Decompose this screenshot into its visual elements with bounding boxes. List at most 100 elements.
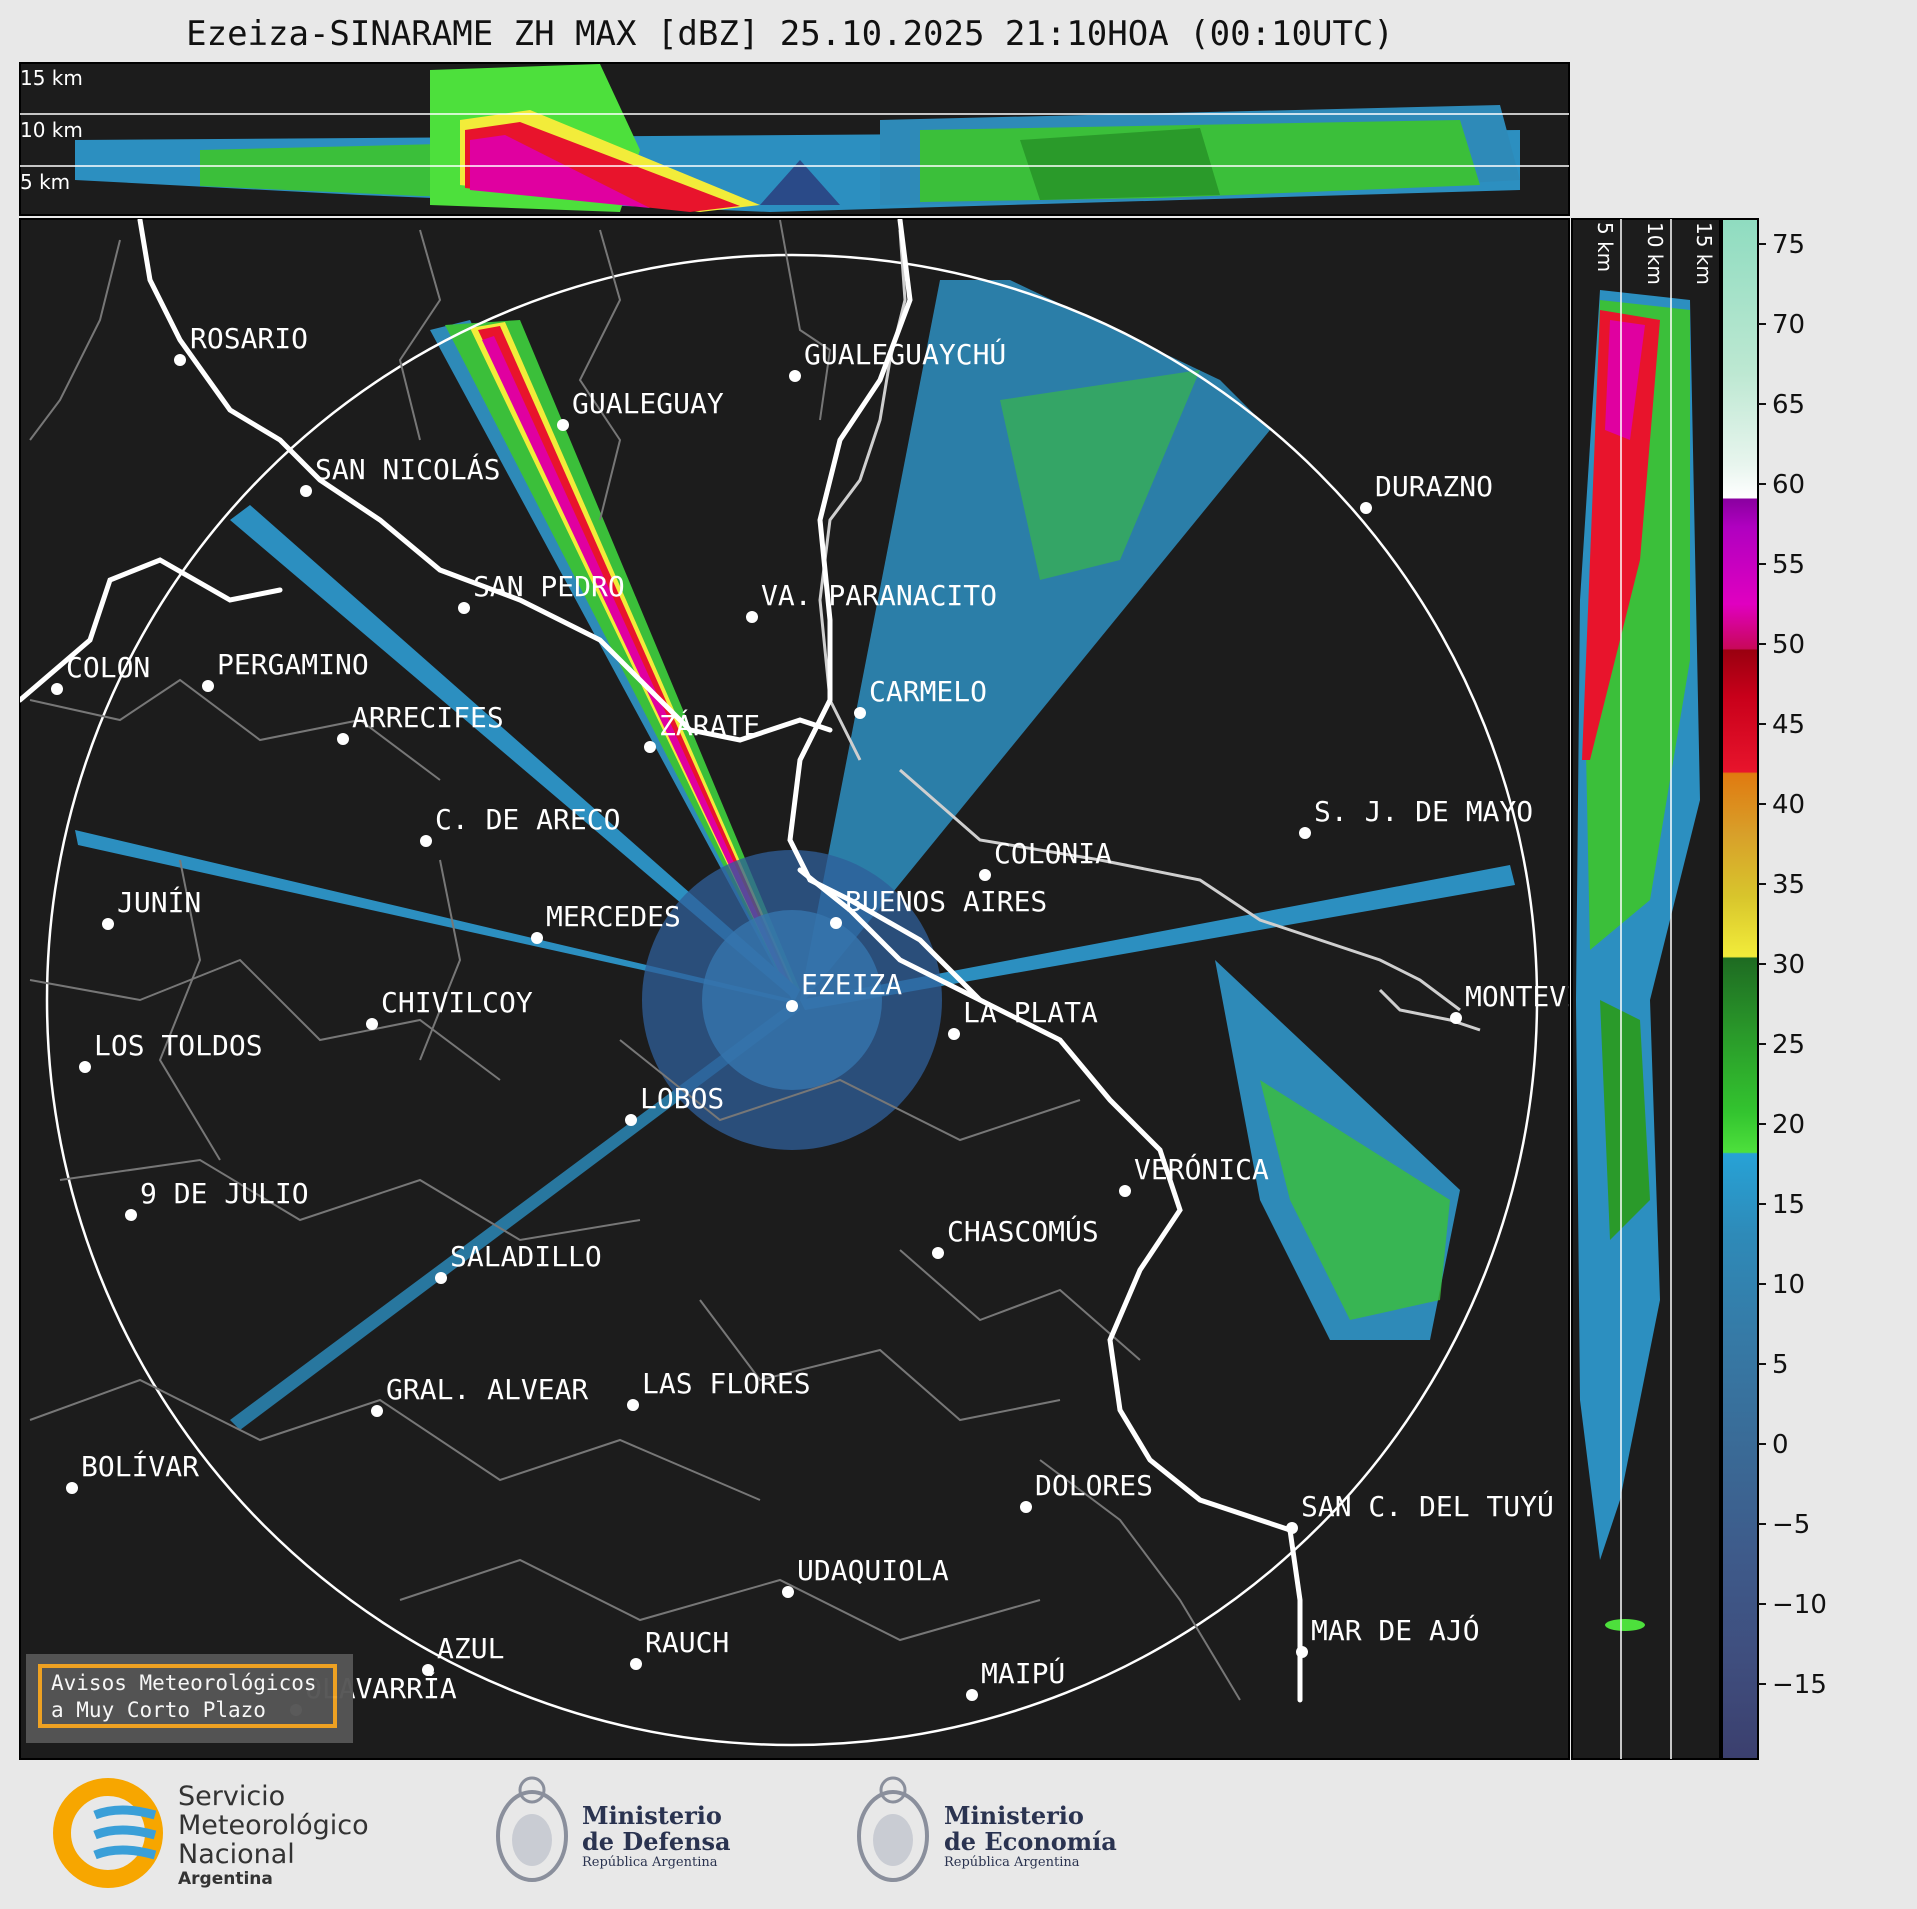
city-dot [1020, 1501, 1032, 1513]
city-label: DOLORES [1035, 1469, 1153, 1502]
city-label: 9 DE JULIO [140, 1177, 309, 1210]
city-dot [174, 354, 186, 366]
city-label: ROSARIO [190, 322, 308, 355]
city-marker: MAIPÚ [966, 1656, 1065, 1701]
city-label: VA. PARANACITO [761, 579, 997, 612]
city-marker: GUALEGUAYCHÚ [789, 337, 1006, 382]
city-marker: JUNÍN [102, 885, 201, 930]
city-dot [531, 932, 543, 944]
top-km-label-15: 15 km [20, 66, 83, 90]
main-map-panel: ROSARIO GUALEGUAYCHÚ GUALEGUAY SAN NICOLÁS D… [19, 218, 1634, 1760]
city-label: EZEIZA [801, 968, 902, 1001]
city-marker: SAN PEDRO [458, 570, 625, 614]
city-label: GUALEGUAY [572, 387, 724, 420]
colorbar-tick-label: 10 [1772, 1270, 1805, 1300]
range-ring [45, 253, 1539, 1747]
city-label: S. J. DE MAYO [1314, 795, 1533, 828]
city-marker: DOLORES [1020, 1469, 1153, 1513]
city-marker: LOBOS [625, 1082, 724, 1126]
city-dot [786, 1000, 798, 1012]
colorbar-tick-label: −5 [1772, 1510, 1810, 1540]
city-marker: SAN NICOLÁS [300, 452, 500, 497]
city-dot [789, 370, 801, 382]
colorbar-tick-label: 75 [1772, 230, 1805, 260]
city-marker: COLONIA [979, 837, 1112, 881]
city-dot [422, 1664, 434, 1676]
city-dot [51, 683, 63, 695]
city-label: BOLÍVAR [81, 1449, 199, 1483]
colorbar-tick-label: 50 [1772, 630, 1805, 660]
city-dot [102, 918, 114, 930]
city-dot [630, 1658, 642, 1670]
defensa-line-1: Ministerio [582, 1801, 722, 1830]
city-marker: CARMELO [854, 675, 987, 719]
side-km-label-15: 15 km [1692, 222, 1716, 285]
colorbar-tick-label: 70 [1772, 310, 1805, 340]
city-marker: DURAZNO [1360, 470, 1493, 514]
city-dot [627, 1399, 639, 1411]
city-marker: C. DE ARECO [420, 803, 620, 847]
city-dot [979, 869, 991, 881]
city-label: SAN PEDRO [473, 570, 625, 603]
city-marker: SAN C. DEL TUYÚ [1286, 1489, 1554, 1534]
warnings-line-1: Avisos Meteorológicos [51, 1671, 317, 1695]
city-marker: BUENOS AIRES [830, 885, 1047, 929]
city-dot [1450, 1012, 1462, 1024]
city-dot [435, 1272, 447, 1284]
rivers-shoreline [20, 219, 1303, 1703]
radar-echoes [75, 280, 1515, 1430]
city-label: AZUL [437, 1632, 504, 1665]
city-dot [966, 1689, 978, 1701]
economia-seal-icon [857, 1776, 929, 1882]
city-label: CHASCOMÚS [947, 1214, 1099, 1248]
colorbar-scale [1721, 218, 1759, 1760]
colorbar-tick-label: 55 [1772, 550, 1805, 580]
city-label: MONTEVIDEO [1465, 980, 1634, 1013]
city-label: SAN C. DEL TUYÚ [1301, 1489, 1554, 1523]
colorbar-tick-label: 25 [1772, 1030, 1805, 1060]
colorbar-tick-label: 20 [1772, 1110, 1805, 1140]
colorbar-tick-label: 60 [1772, 470, 1805, 500]
city-marker: 9 DE JULIO [125, 1177, 309, 1221]
city-label: PERGAMINO [217, 648, 369, 681]
warnings-banner[interactable]: Avisos Meteorológicos a Muy Corto Plazo [26, 1654, 353, 1743]
city-label: MERCEDES [546, 900, 681, 933]
city-dot [300, 485, 312, 497]
colorbar-tick-label: 30 [1772, 950, 1805, 980]
smn-line-3: Nacional [178, 1839, 295, 1870]
colorbar-tick-label: 35 [1772, 870, 1805, 900]
city-marker: ROSARIO [174, 322, 308, 366]
city-marker: BOLÍVAR [66, 1449, 199, 1494]
city-label: CARMELO [869, 675, 987, 708]
city-dot [1296, 1646, 1308, 1658]
city-label: JUNÍN [117, 885, 201, 919]
warnings-button[interactable]: Avisos Meteorológicos a Muy Corto Plazo [38, 1664, 337, 1728]
colorbar-tick-label: 5 [1772, 1350, 1789, 1380]
smn-logo-icon [53, 1778, 163, 1888]
colorbar-tick-label: 65 [1772, 390, 1805, 420]
colorbar-tick-label: −10 [1772, 1590, 1827, 1620]
city-label: VERÓNICA [1134, 1152, 1269, 1186]
defensa-line-3: República Argentina [582, 1855, 718, 1870]
city-label: COLONIA [994, 837, 1112, 870]
city-marker: MONTEVIDEO [1450, 980, 1634, 1024]
city-dot [782, 1586, 794, 1598]
city-label: LOS TOLDOS [94, 1029, 263, 1062]
smn-logo-text: Servicio Meteorológico Nacional Argentin… [178, 1782, 369, 1889]
colorbar-tick-label: 45 [1772, 710, 1805, 740]
colorbar-tick-label: 0 [1772, 1430, 1789, 1460]
city-label: C. DE ARECO [435, 803, 620, 836]
side-km-label-10: 10 km [1643, 222, 1667, 285]
city-marker: CHASCOMÚS [932, 1214, 1099, 1259]
top-km-label-10: 10 km [20, 118, 83, 142]
city-marker: PERGAMINO [202, 648, 369, 692]
top-km-label-5: 5 km [20, 170, 70, 194]
city-dot [932, 1247, 944, 1259]
city-label: SALADILLO [450, 1240, 602, 1273]
city-marker: ZÁRATE [644, 708, 760, 753]
city-dot [854, 707, 866, 719]
city-label: COLON [66, 651, 150, 684]
city-dot [202, 680, 214, 692]
smn-line-2: Meteorológico [178, 1810, 369, 1841]
city-marker: GUALEGUAY [557, 387, 724, 431]
